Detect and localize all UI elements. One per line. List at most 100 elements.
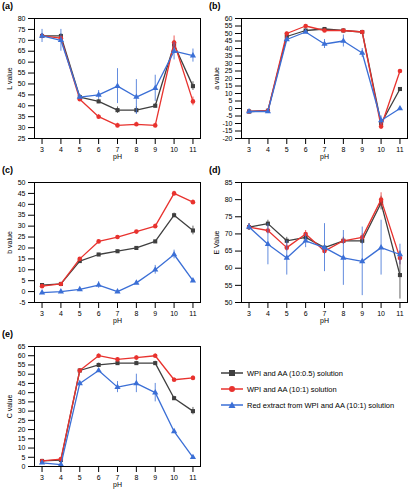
svg-text:20: 20 bbox=[18, 244, 26, 251]
svg-text:0: 0 bbox=[229, 105, 233, 112]
svg-text:40: 40 bbox=[18, 389, 26, 396]
svg-text:5: 5 bbox=[78, 146, 82, 153]
svg-text:50: 50 bbox=[225, 299, 233, 306]
svg-text:4: 4 bbox=[59, 474, 63, 481]
svg-text:85: 85 bbox=[225, 179, 233, 186]
svg-text:10: 10 bbox=[18, 266, 26, 273]
svg-text:55: 55 bbox=[18, 361, 26, 368]
svg-text:55: 55 bbox=[225, 282, 233, 289]
svg-text:8: 8 bbox=[134, 474, 138, 481]
svg-text:5: 5 bbox=[285, 310, 289, 317]
svg-text:60: 60 bbox=[225, 15, 233, 22]
svg-text:11: 11 bbox=[396, 310, 403, 317]
svg-text:L value: L value bbox=[6, 67, 13, 89]
svg-text:35: 35 bbox=[18, 211, 26, 218]
svg-text:60: 60 bbox=[18, 58, 26, 65]
svg-text:10: 10 bbox=[377, 146, 385, 153]
svg-text:55: 55 bbox=[225, 22, 233, 29]
svg-text:45: 45 bbox=[225, 37, 233, 44]
svg-text:65: 65 bbox=[18, 47, 26, 54]
svg-text:9: 9 bbox=[360, 146, 364, 153]
svg-text:5: 5 bbox=[229, 97, 233, 104]
svg-text:75: 75 bbox=[225, 213, 233, 220]
svg-text:0: 0 bbox=[22, 288, 26, 295]
svg-text:9: 9 bbox=[153, 310, 157, 317]
svg-text:25: 25 bbox=[18, 233, 26, 240]
svg-text:15: 15 bbox=[18, 435, 26, 442]
svg-text:10: 10 bbox=[170, 146, 178, 153]
svg-text:pH: pH bbox=[113, 153, 122, 161]
svg-text:10: 10 bbox=[377, 310, 385, 317]
svg-text:10: 10 bbox=[170, 474, 178, 481]
svg-text:pH: pH bbox=[113, 317, 122, 325]
svg-text:25: 25 bbox=[18, 417, 26, 424]
svg-text:-15: -15 bbox=[222, 127, 232, 134]
svg-text:8: 8 bbox=[341, 310, 345, 317]
svg-text:-10: -10 bbox=[222, 120, 232, 127]
svg-text:50: 50 bbox=[18, 370, 26, 377]
svg-text:6: 6 bbox=[97, 146, 101, 153]
svg-text:b value: b value bbox=[6, 231, 13, 254]
svg-text:65: 65 bbox=[225, 247, 233, 254]
svg-text:4: 4 bbox=[59, 146, 63, 153]
svg-text:45: 45 bbox=[18, 380, 26, 387]
svg-text:4: 4 bbox=[266, 146, 270, 153]
svg-text:10: 10 bbox=[18, 444, 26, 451]
svg-text:-5: -5 bbox=[19, 299, 25, 306]
svg-text:80: 80 bbox=[18, 15, 26, 22]
svg-text:pH: pH bbox=[320, 317, 329, 325]
svg-text:9: 9 bbox=[153, 474, 157, 481]
svg-text:pH: pH bbox=[320, 153, 329, 161]
svg-text:15: 15 bbox=[18, 255, 26, 262]
svg-text:5: 5 bbox=[285, 146, 289, 153]
svg-text:80: 80 bbox=[225, 196, 233, 203]
svg-text:9: 9 bbox=[360, 310, 364, 317]
svg-text:6: 6 bbox=[304, 146, 308, 153]
svg-text:4: 4 bbox=[59, 310, 63, 317]
svg-text:40: 40 bbox=[18, 201, 26, 208]
svg-text:40: 40 bbox=[225, 45, 233, 52]
svg-text:5: 5 bbox=[78, 310, 82, 317]
svg-text:5: 5 bbox=[78, 474, 82, 481]
svg-text:11: 11 bbox=[189, 474, 196, 481]
svg-text:3: 3 bbox=[40, 310, 44, 317]
svg-text:30: 30 bbox=[18, 407, 26, 414]
svg-text:a value: a value bbox=[213, 67, 220, 90]
svg-text:3: 3 bbox=[247, 310, 251, 317]
svg-text:9: 9 bbox=[153, 146, 157, 153]
svg-text:50: 50 bbox=[225, 30, 233, 37]
svg-text:45: 45 bbox=[18, 190, 26, 197]
svg-text:15: 15 bbox=[225, 82, 233, 89]
svg-text:6: 6 bbox=[97, 474, 101, 481]
svg-text:-20: -20 bbox=[222, 135, 232, 142]
svg-text:11: 11 bbox=[396, 146, 403, 153]
svg-text:10: 10 bbox=[170, 310, 178, 317]
svg-text:3: 3 bbox=[40, 474, 44, 481]
svg-text:30: 30 bbox=[225, 60, 233, 67]
svg-text:40: 40 bbox=[18, 102, 26, 109]
svg-text:0: 0 bbox=[22, 463, 26, 470]
svg-text:35: 35 bbox=[225, 52, 233, 59]
svg-text:60: 60 bbox=[18, 352, 26, 359]
svg-text:11: 11 bbox=[189, 310, 196, 317]
svg-text:5: 5 bbox=[22, 277, 26, 284]
svg-text:4: 4 bbox=[266, 310, 270, 317]
svg-text:60: 60 bbox=[225, 264, 233, 271]
svg-text:70: 70 bbox=[18, 37, 26, 44]
svg-text:20: 20 bbox=[225, 75, 233, 82]
svg-text:10: 10 bbox=[225, 90, 233, 97]
svg-text:65: 65 bbox=[18, 343, 26, 350]
svg-text:8: 8 bbox=[341, 146, 345, 153]
svg-text:pH: pH bbox=[113, 481, 122, 489]
svg-text:30: 30 bbox=[18, 124, 26, 131]
svg-text:5: 5 bbox=[22, 454, 26, 461]
svg-text:70: 70 bbox=[225, 230, 233, 237]
svg-text:6: 6 bbox=[304, 310, 308, 317]
svg-text:30: 30 bbox=[18, 222, 26, 229]
svg-text:50: 50 bbox=[18, 80, 26, 87]
svg-text:75: 75 bbox=[18, 26, 26, 33]
svg-text:11: 11 bbox=[189, 146, 196, 153]
svg-text:35: 35 bbox=[18, 113, 26, 120]
svg-text:3: 3 bbox=[40, 146, 44, 153]
svg-text:50: 50 bbox=[18, 179, 26, 186]
